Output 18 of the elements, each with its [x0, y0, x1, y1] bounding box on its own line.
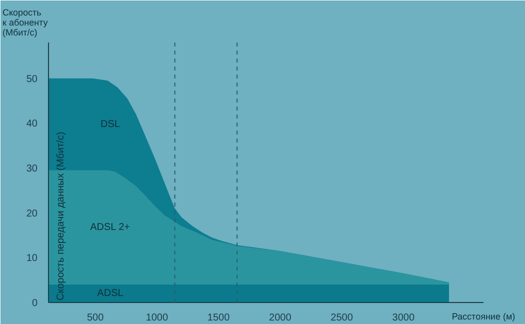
series-label: DSL [100, 118, 120, 130]
y-tick-label: 40 [26, 118, 38, 130]
y-tick-label: 30 [26, 164, 38, 175]
y-tick-label: 50 [26, 74, 38, 85]
series-label: ADSL 2+ [90, 222, 130, 233]
x-tick-label: 2500 [330, 312, 354, 324]
x-tick-label: 3000 [392, 312, 415, 324]
annotation: Скорость передачи данных (Мбит/с) [56, 132, 66, 300]
y-tick-label: 10 [26, 253, 38, 264]
x-tick-label: 2000 [269, 312, 292, 324]
series-label: ADSL [97, 288, 124, 300]
x-tick-label: 500 [86, 312, 104, 324]
x-tick-label: 1000 [146, 312, 169, 324]
y-tick-label: 0 [32, 298, 38, 309]
y-tick-label: 20 [26, 208, 38, 220]
x-axis-title: Расстояние (м) [452, 312, 516, 322]
y-axis-title: Скорость к абоненту (Мбит/с) [2, 8, 48, 38]
x-tick-label: 1500 [207, 312, 230, 324]
